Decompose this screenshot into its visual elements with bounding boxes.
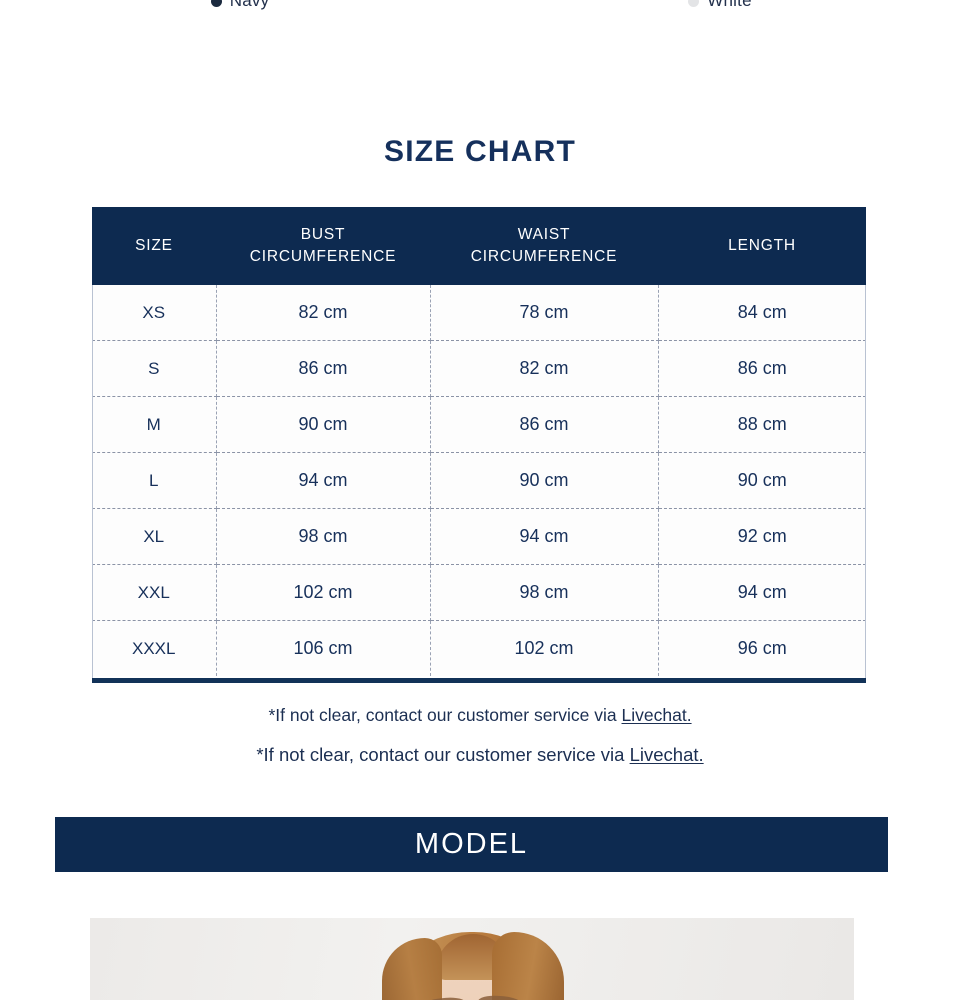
color-dot-icon [210, 0, 222, 7]
column-header-line1: SIZE [135, 236, 173, 254]
column-header-length: LENGTH [658, 207, 866, 285]
table-row: XXXL 106 cm 102 cm 96 cm [92, 620, 866, 676]
table-body: XS 82 cm 78 cm 84 cm S 86 cm 82 cm 86 cm M 90 cm 8… [92, 285, 866, 676]
size-chart-title: SIZE CHART [384, 135, 576, 168]
note-text: *If not clear, contact our customer serv… [256, 744, 630, 765]
table-row: S 86 cm 82 cm 86 cm [92, 340, 866, 397]
column-header-bust: BUST CIRCUMFERENCE [216, 207, 430, 285]
model-photo [90, 918, 854, 1000]
model-head-illustration [382, 932, 564, 1000]
column-header-line1: LENGTH [728, 236, 796, 254]
cell-waist: 90 cm [430, 452, 659, 509]
column-header-line2: CIRCUMFERENCE [249, 248, 397, 265]
cell-length: 94 cm [658, 564, 866, 621]
cell-size: M [92, 396, 217, 453]
cell-size: XL [92, 508, 217, 565]
hair-left [382, 938, 442, 1000]
table-row: XL 98 cm 94 cm 92 cm [92, 508, 866, 565]
note-text: *If not clear, contact our customer serv… [268, 705, 622, 725]
color-option-label: Navy [229, 0, 270, 10]
color-option-row: Navy White [0, 0, 960, 16]
column-header-line1: WAIST [517, 225, 571, 243]
color-option-white[interactable]: White [480, 0, 960, 16]
table-header-row: SIZE BUST CIRCUMFERENCE WAIST CIRCUMFERE… [92, 207, 866, 285]
cell-size: XXL [92, 564, 217, 621]
hair-right [492, 932, 564, 1000]
column-header-line1: BUST [300, 225, 346, 243]
cell-size: XXXL [92, 620, 217, 676]
cell-waist: 82 cm [430, 340, 659, 397]
cell-bust: 106 cm [216, 620, 431, 676]
cell-size: L [92, 452, 217, 509]
livechat-link[interactable]: Livechat. [629, 744, 704, 765]
column-header-size: SIZE [92, 207, 216, 285]
note-line-1: *If not clear, contact our customer serv… [0, 705, 960, 726]
column-header-line2: CIRCUMFERENCE [470, 248, 618, 265]
size-chart-table-wrap: SIZE BUST CIRCUMFERENCE WAIST CIRCUMFERE… [92, 207, 866, 676]
cell-bust: 86 cm [216, 340, 431, 397]
cell-length: 90 cm [658, 452, 866, 509]
table-row: XXL 102 cm 98 cm 94 cm [92, 564, 866, 621]
cell-bust: 98 cm [216, 508, 431, 565]
cell-length: 92 cm [658, 508, 866, 565]
table-bottom-bar [92, 678, 866, 683]
cell-length: 88 cm [658, 396, 866, 453]
cell-bust: 82 cm [216, 285, 431, 341]
livechat-link[interactable]: Livechat. [621, 705, 692, 725]
color-option-label: White [707, 0, 752, 10]
cell-waist: 94 cm [430, 508, 659, 565]
table-row: M 90 cm 86 cm 88 cm [92, 396, 866, 453]
column-header-waist: WAIST CIRCUMFERENCE [430, 207, 658, 285]
cell-bust: 90 cm [216, 396, 431, 453]
cell-waist: 98 cm [430, 564, 659, 621]
model-banner-label: MODEL [414, 828, 529, 860]
cell-size: XS [92, 285, 217, 341]
size-chart-table: SIZE BUST CIRCUMFERENCE WAIST CIRCUMFERE… [92, 207, 866, 676]
model-section-banner: MODEL [55, 817, 888, 872]
cell-waist: 86 cm [430, 396, 659, 453]
cell-length: 96 cm [658, 620, 866, 676]
note-line-2: *If not clear, contact our customer serv… [0, 744, 960, 766]
color-option-navy[interactable]: Navy [0, 0, 480, 16]
table-header: SIZE BUST CIRCUMFERENCE WAIST CIRCUMFERE… [92, 207, 866, 285]
cell-length: 86 cm [658, 340, 866, 397]
cell-bust: 94 cm [216, 452, 431, 509]
cell-bust: 102 cm [216, 564, 431, 621]
cell-waist: 102 cm [430, 620, 659, 676]
color-dot-icon [688, 0, 700, 7]
cell-length: 84 cm [658, 285, 866, 341]
cell-size: S [92, 340, 217, 397]
table-row: XS 82 cm 78 cm 84 cm [92, 285, 866, 341]
cell-waist: 78 cm [430, 285, 659, 341]
table-row: L 94 cm 90 cm 90 cm [92, 452, 866, 509]
